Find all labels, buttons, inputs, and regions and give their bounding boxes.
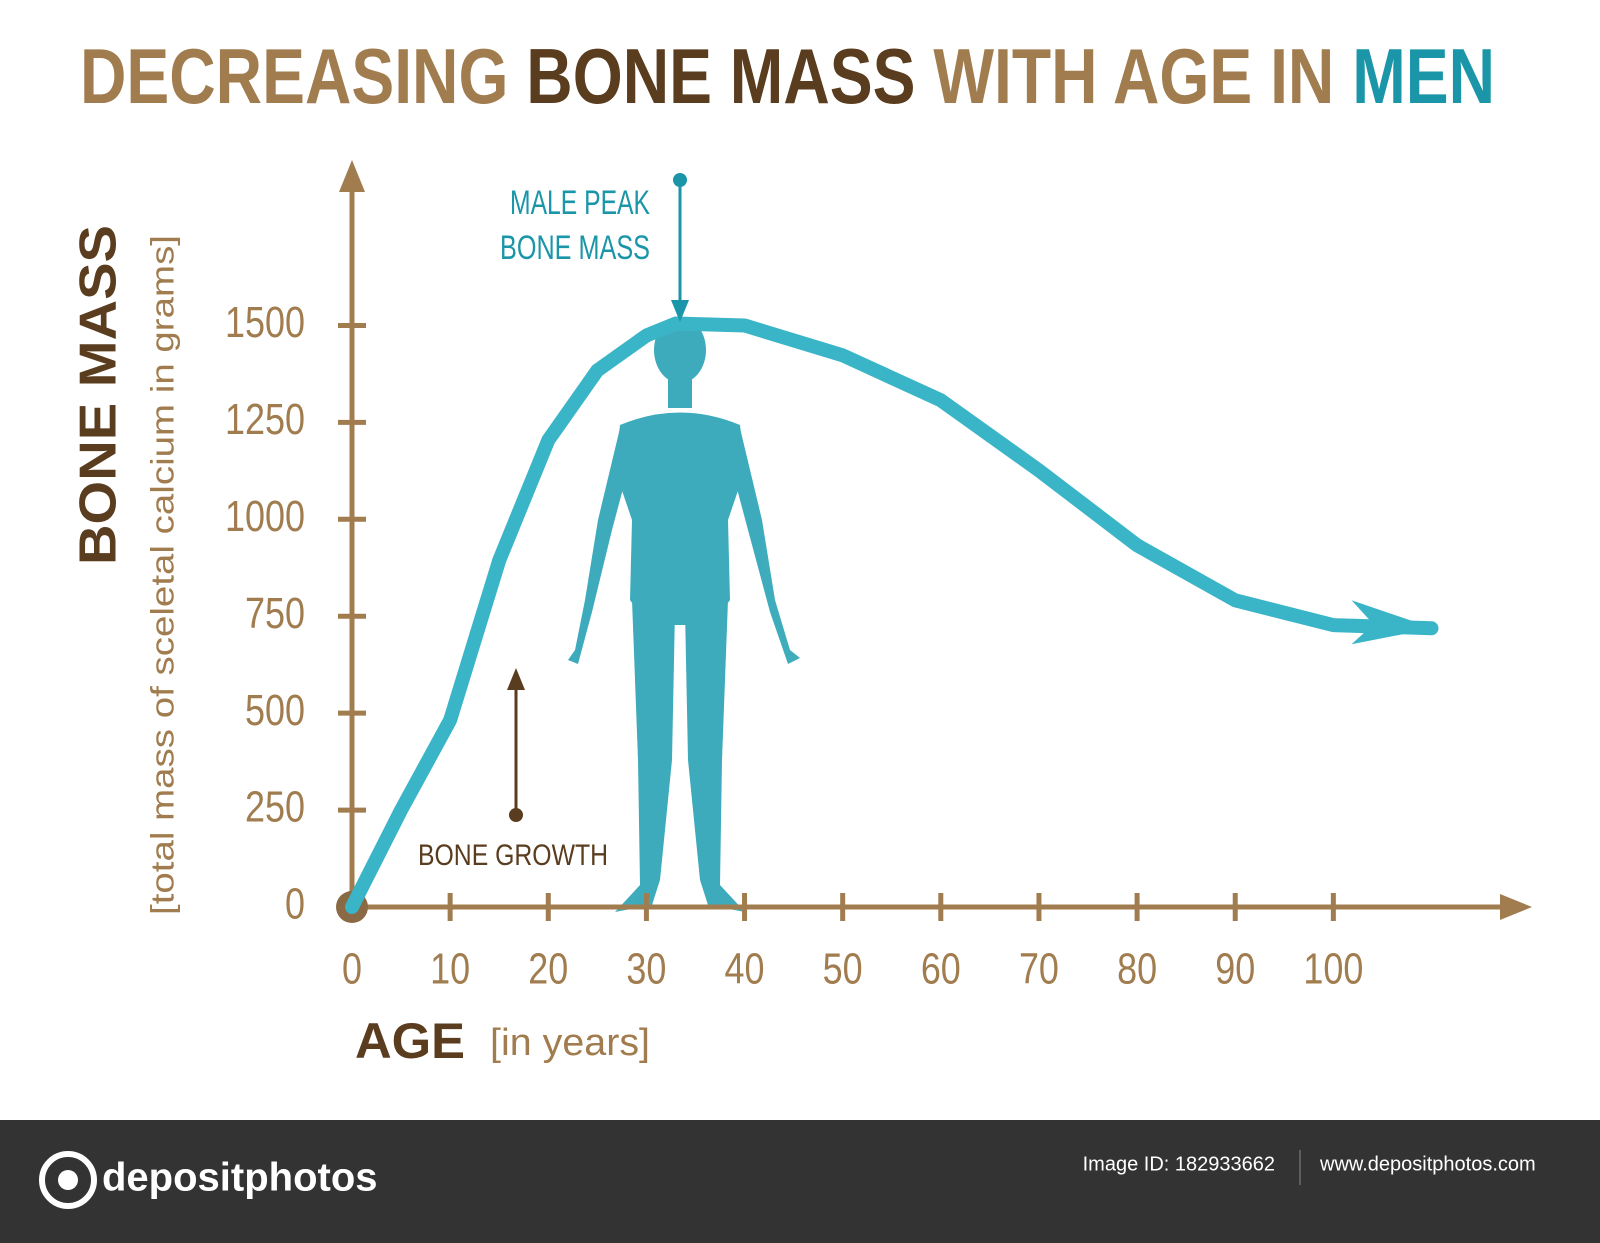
- title-part: WITH AGE IN: [933, 32, 1352, 120]
- x-axis-sublabel: [in years]: [490, 1022, 650, 1064]
- x-tick-label: 0: [342, 945, 362, 994]
- y-tick-label: 250: [245, 783, 305, 832]
- curve-arrowhead: [1351, 600, 1434, 645]
- x-axis-label: AGE: [355, 1013, 465, 1069]
- y-tick-label: 1500: [225, 298, 305, 347]
- x-tick-label: 30: [626, 945, 666, 994]
- y-axis-arrow: [339, 160, 365, 192]
- footer-bar: [0, 1120, 1600, 1243]
- human-figure: [568, 317, 800, 912]
- footer-brand: depositphotos: [102, 1156, 378, 1200]
- y-tick-label: 500: [245, 686, 305, 735]
- title-part: BONE MASS: [526, 32, 933, 120]
- logo-icon-lens: [58, 1170, 78, 1190]
- annotation-text: BONE MASS: [500, 229, 650, 267]
- y-tick-label: 750: [245, 589, 305, 638]
- x-tick-label: 10: [430, 945, 470, 994]
- footer-image-id: Image ID: 182933662: [1083, 1153, 1275, 1175]
- annotation-text: MALE PEAK: [510, 184, 650, 222]
- y-axis-label: BONE MASS: [70, 225, 128, 565]
- x-tick-label: 40: [725, 945, 765, 994]
- y-axis-sublabel: [total mass of sceletal calcium in grams…: [144, 235, 180, 915]
- peak-arrow-dot: [673, 173, 687, 187]
- x-tick-label: 20: [528, 945, 568, 994]
- x-tick-label: 100: [1303, 945, 1363, 994]
- growth-arrow-dot: [509, 808, 523, 822]
- bone-mass-curve: [345, 316, 1439, 914]
- logo-icon: [39, 1151, 97, 1209]
- title-part: MEN: [1352, 32, 1495, 120]
- growth-arrow-head: [507, 668, 525, 690]
- title-part: DECREASING: [80, 32, 526, 120]
- y-tick-label: 0: [285, 880, 305, 929]
- peak-arrow-head: [671, 300, 689, 322]
- y-tick-label: 1250: [225, 395, 305, 444]
- x-tick-label: 90: [1215, 945, 1255, 994]
- x-tick-label: 60: [921, 945, 961, 994]
- footer-url: www.depositphotos.com: [1319, 1153, 1536, 1175]
- x-tick-label: 50: [823, 945, 863, 994]
- annotation-text: BONE GROWTH: [418, 839, 608, 872]
- x-tick-label: 80: [1117, 945, 1157, 994]
- y-tick-label: 1000: [225, 492, 305, 541]
- x-tick-label: 70: [1019, 945, 1059, 994]
- x-axis-arrow: [1500, 894, 1532, 920]
- chart-title: DECREASING BONE MASS WITH AGE IN MEN: [80, 32, 1495, 120]
